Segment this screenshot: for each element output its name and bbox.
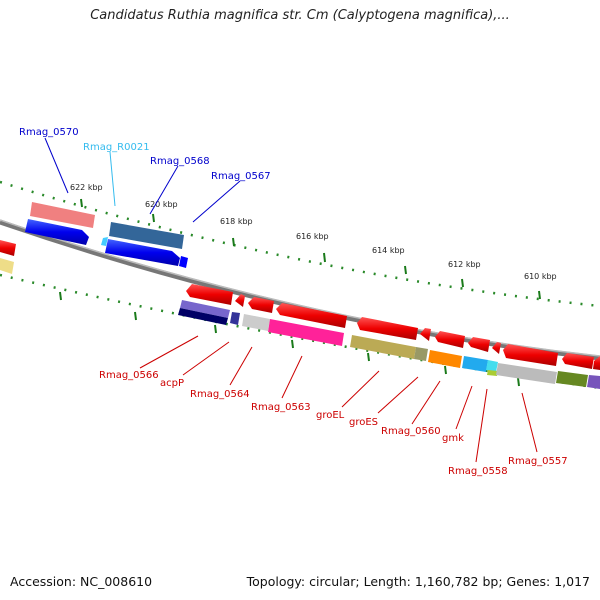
tick-label: 620 kbp	[145, 200, 178, 209]
gene-label-rmag-0568[interactable]: Rmag_0568	[150, 156, 210, 167]
gene-label-rmag-r0021[interactable]: Rmag_R0021	[83, 142, 150, 153]
gene-feature	[487, 370, 498, 376]
gene-feature	[503, 344, 558, 366]
gene-feature	[420, 328, 431, 341]
gene-feature	[230, 312, 240, 325]
tick-label: 618 kbp	[220, 217, 253, 226]
gene-label-rmag-0564[interactable]: Rmag_0564	[190, 389, 250, 400]
gene-label-groes[interactable]: groES	[349, 417, 378, 428]
gene-feature	[186, 284, 233, 305]
gene-feature	[30, 202, 95, 228]
reverse-features[interactable]	[178, 284, 600, 389]
gene-feature	[248, 297, 274, 313]
forward-features[interactable]	[0, 202, 188, 274]
ruler-upper	[0, 180, 600, 308]
tick-label: 610 kbp	[524, 272, 557, 281]
gene-feature	[105, 239, 180, 266]
gene-label-groel[interactable]: groEL	[316, 410, 345, 421]
tick-label: 622 kbp	[70, 183, 103, 192]
gene-feature	[435, 331, 465, 348]
tick-label: 612 kbp	[448, 260, 481, 269]
gene-feature	[109, 222, 184, 249]
gene-label-rmag-0567[interactable]: Rmag_0567	[211, 171, 271, 182]
gene-feature	[268, 319, 344, 346]
gene-feature	[0, 240, 16, 256]
gene-feature	[587, 375, 600, 389]
tick-label: 614 kbp	[372, 246, 405, 255]
gene-label-rmag-0566[interactable]: Rmag_0566	[99, 370, 159, 381]
gene-feature	[428, 350, 462, 368]
gene-label-rmag-0570[interactable]: Rmag_0570	[19, 127, 79, 138]
map-title: Candidatus Ruthia magnifica str. Cm (Cal…	[90, 8, 510, 23]
gene-label-rmag-0558[interactable]: Rmag_0558	[448, 466, 508, 477]
gene-feature	[492, 342, 501, 354]
gene-feature	[178, 308, 228, 325]
gene-feature	[462, 356, 488, 372]
gene-label-gmk[interactable]: gmk	[442, 433, 464, 444]
gene-feature	[350, 335, 416, 359]
gene-label-acpp[interactable]: acpP	[160, 378, 184, 389]
gene-feature	[180, 300, 230, 318]
gene-feature	[0, 258, 14, 274]
gene-label-rmag-0557[interactable]: Rmag_0557	[508, 456, 568, 467]
gene-feature	[562, 353, 594, 369]
gene-feature	[496, 363, 557, 384]
gene-feature	[101, 237, 108, 246]
gene-feature	[486, 360, 498, 372]
gene-feature	[179, 256, 188, 268]
gene-feature	[235, 294, 245, 307]
gene-feature	[468, 337, 490, 352]
gene-feature	[242, 314, 270, 331]
gene-feature	[276, 303, 347, 328]
accession-text: Accession: NC_008610	[10, 574, 153, 589]
gene-feature	[414, 347, 428, 361]
gene-label-rmag-0560[interactable]: Rmag_0560	[381, 426, 441, 437]
gene-label-rmag-0563[interactable]: Rmag_0563	[251, 402, 311, 413]
gene-feature	[25, 219, 89, 245]
gene-feature	[593, 356, 600, 370]
tick-label: 616 kbp	[296, 232, 329, 241]
gene-feature	[357, 317, 418, 340]
gene-feature	[556, 371, 588, 387]
genome-summary-text: Topology: circular; Length: 1,160,782 bp…	[246, 574, 590, 589]
